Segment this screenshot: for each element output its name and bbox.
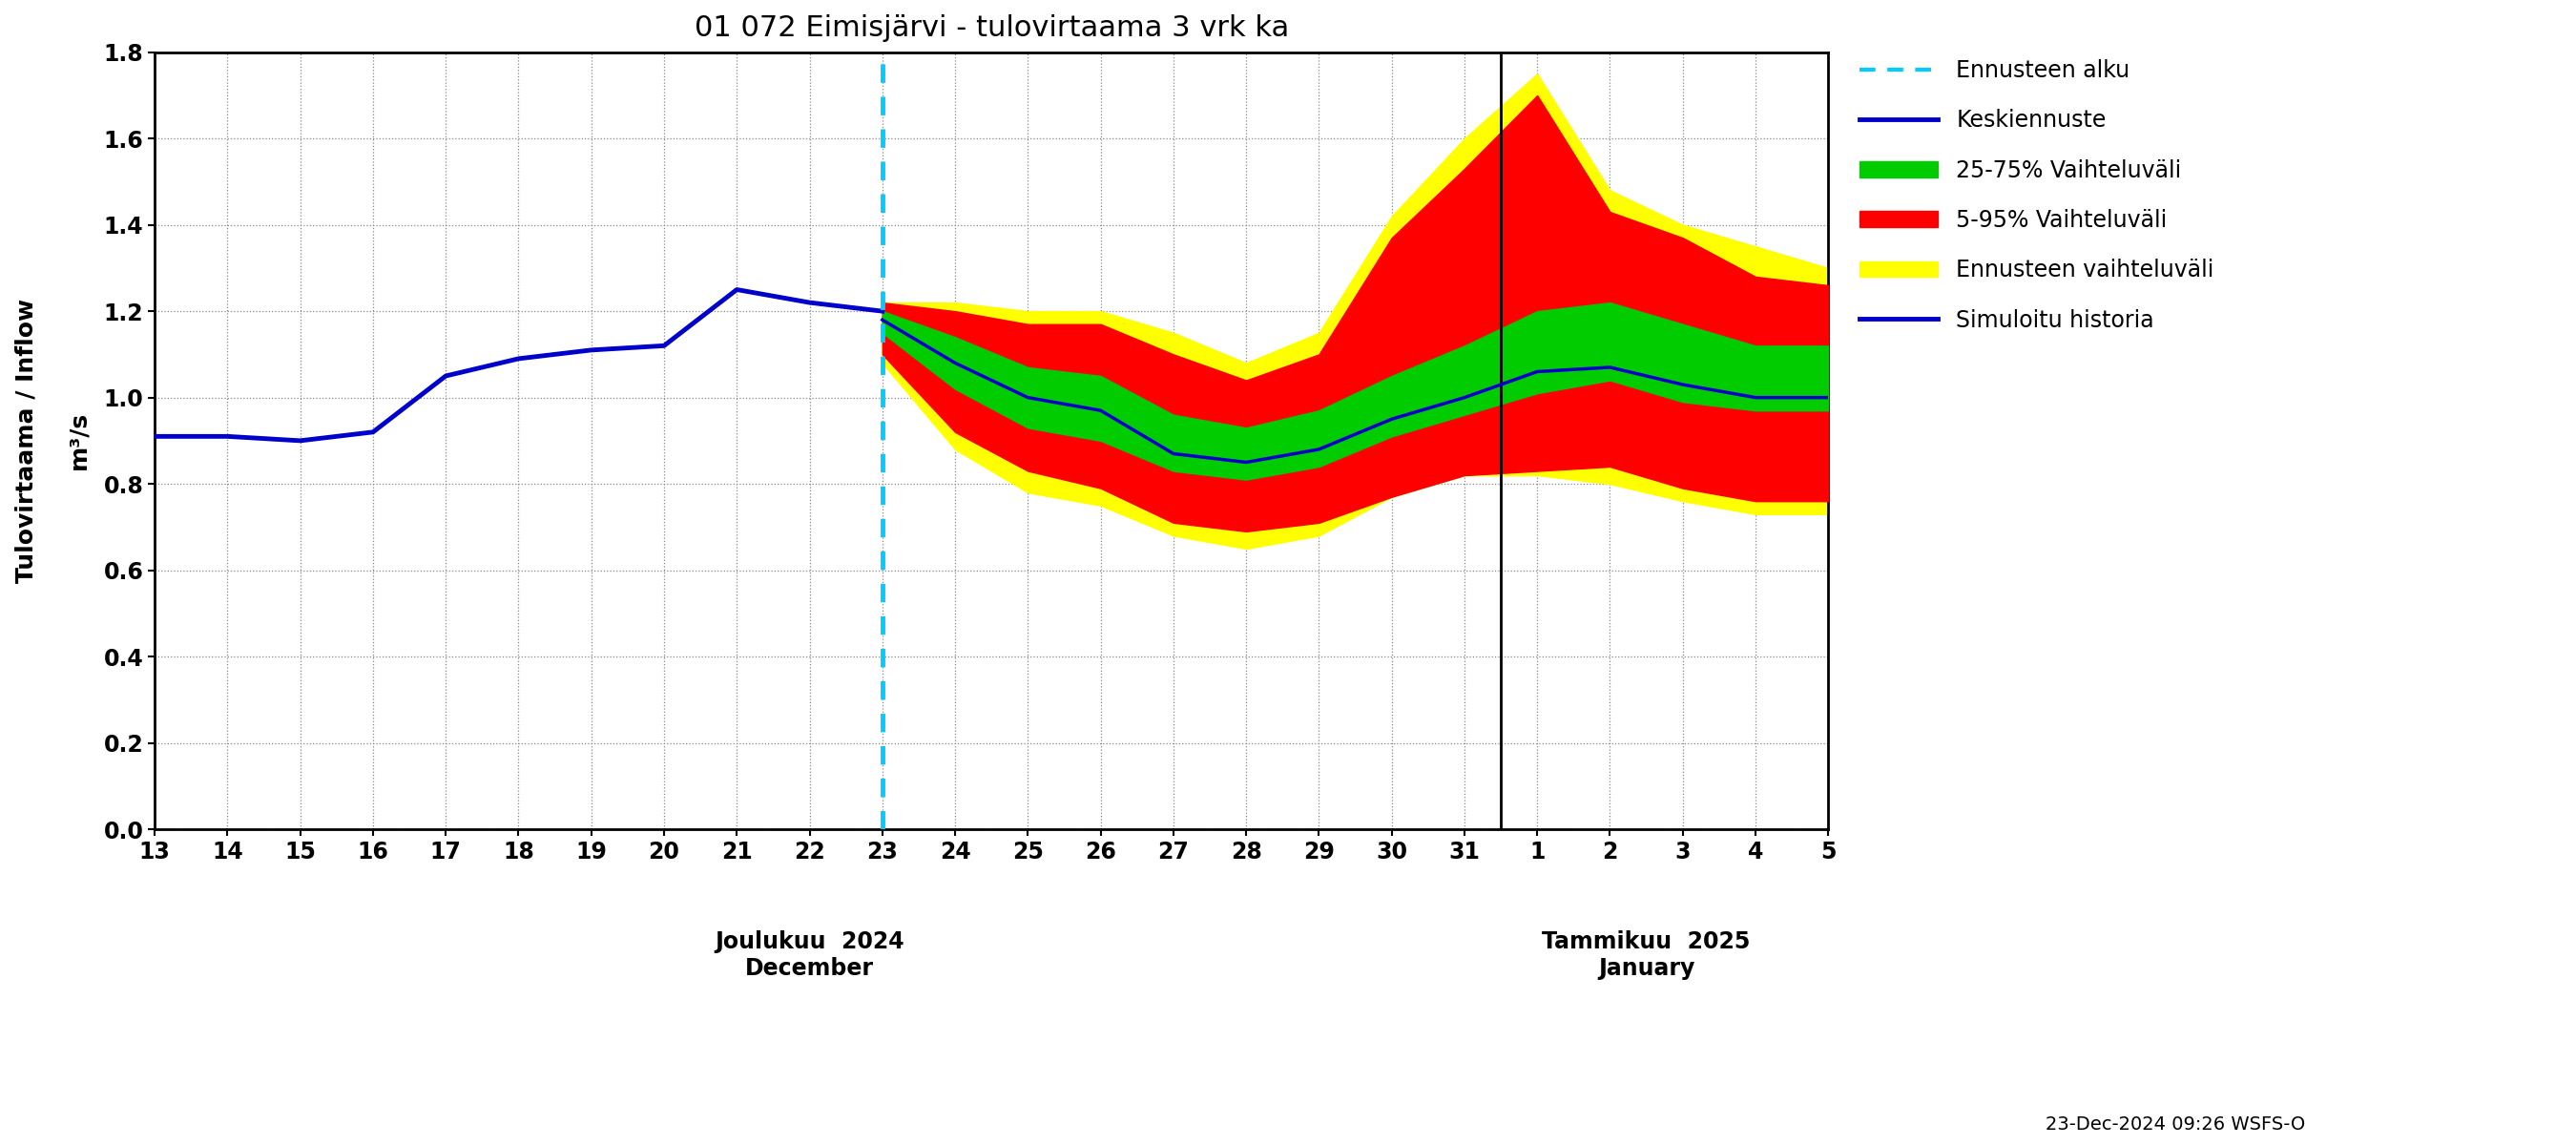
Legend: Ennusteen alku, Keskiennuste, 25-75% Vaihteluväli, 5-95% Vaihteluväli, Ennusteen: Ennusteen alku, Keskiennuste, 25-75% Vai… [1847,48,2226,344]
Title: 01 072 Eimisjärvi - tulovirtaama 3 vrk ka: 01 072 Eimisjärvi - tulovirtaama 3 vrk k… [693,14,1288,42]
Text: Joulukuu  2024
December: Joulukuu 2024 December [714,930,904,980]
Text: 23-Dec-2024 09:26 WSFS-O: 23-Dec-2024 09:26 WSFS-O [2045,1115,2306,1134]
Text: Tammikuu  2025
January: Tammikuu 2025 January [1543,930,1752,980]
Y-axis label: Tulovirtaama / Inflow

m³/s: Tulovirtaama / Inflow m³/s [15,299,90,583]
